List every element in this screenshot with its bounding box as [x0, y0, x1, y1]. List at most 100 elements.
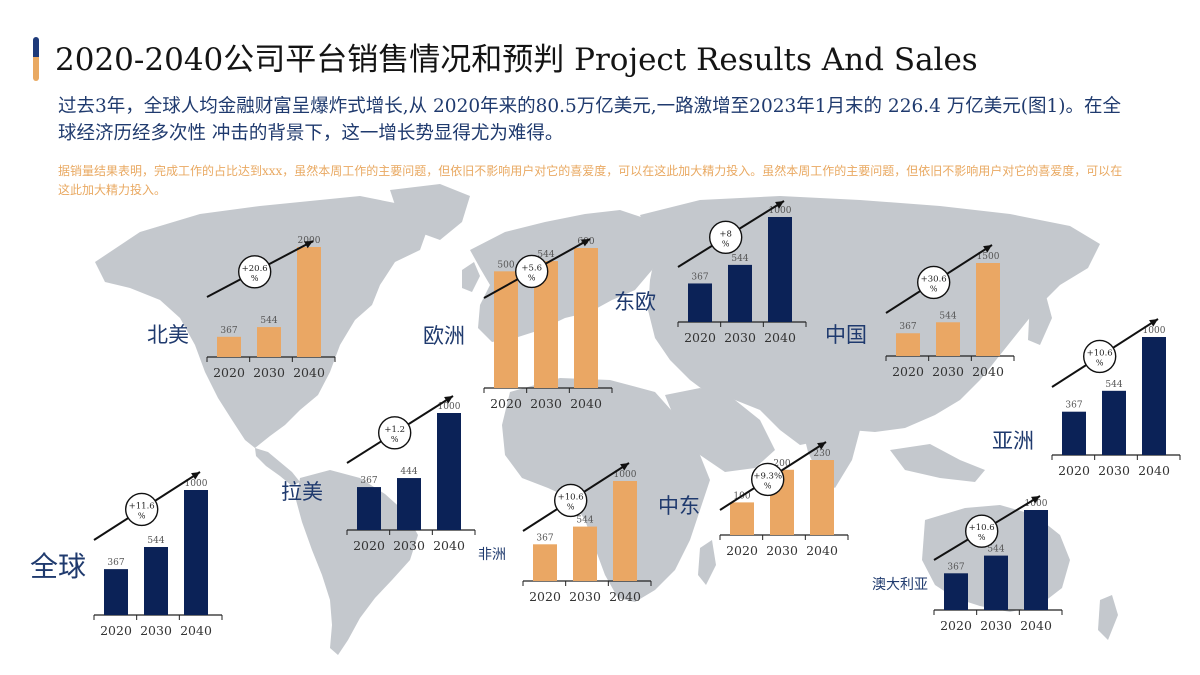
- growth-arrow-head: [191, 472, 200, 480]
- region-label-china: 中国: [825, 323, 867, 347]
- bar-2030: [1102, 390, 1126, 455]
- map-india: [800, 412, 860, 488]
- data-label: 1000: [1143, 326, 1166, 336]
- data-label: 200: [773, 459, 790, 469]
- bar-2020: [217, 336, 241, 357]
- data-label: 544: [260, 316, 277, 326]
- map-africa: [502, 378, 710, 602]
- growth-value: +10.6: [1087, 348, 1113, 358]
- growth-arrow-head: [817, 442, 826, 450]
- tick-label: 2020: [213, 365, 245, 380]
- data-label: 544: [987, 545, 1004, 555]
- growth-unit: %: [722, 239, 730, 248]
- region-label-latin-america: 拉美: [281, 480, 323, 504]
- data-label: 500: [497, 260, 514, 270]
- tick-label: 2030: [140, 623, 172, 638]
- growth-arrow-head: [620, 463, 629, 471]
- bar-2020: [1062, 411, 1086, 455]
- growth-badge: [709, 220, 743, 254]
- chart-australia: 367 2020 544 2030 1000 2040 +10.6%: [933, 495, 1063, 633]
- growth-value: +11.6: [129, 501, 155, 511]
- data-label: 230: [813, 449, 830, 459]
- growth-arrow-head: [444, 396, 453, 404]
- data-label: 544: [537, 250, 554, 260]
- chart-middle-east: 100202020020302302040+9.3%%: [719, 441, 849, 558]
- map-south-america: [296, 470, 418, 655]
- page-subtitle: 过去3年，全球人均金融财富呈爆炸式增长,从 2020年来的80.5万亿美元,一路…: [58, 96, 1121, 144]
- bar-2020: [494, 271, 518, 388]
- growth-unit: %: [567, 502, 575, 511]
- tick-label: 2040: [1020, 618, 1052, 633]
- tick-label: 2020: [940, 618, 972, 633]
- map-new-zealand: [1098, 595, 1118, 640]
- data-label: 1000: [614, 470, 637, 480]
- growth-badge: [378, 416, 412, 450]
- region-label-europe: 欧洲: [423, 324, 465, 348]
- growth-arrow-head: [1031, 496, 1040, 504]
- tick-label: 2030: [766, 543, 798, 558]
- data-label: 544: [731, 254, 748, 264]
- growth-unit: %: [528, 273, 536, 282]
- tick-label: 2030: [724, 330, 756, 345]
- growth-arrow-head: [775, 201, 784, 209]
- growth-arrow-head: [983, 245, 992, 253]
- tick-label: 2040: [180, 623, 212, 638]
- growth-badge: [917, 265, 951, 300]
- tick-label: 2030: [530, 396, 562, 411]
- bar-2020: [896, 333, 920, 356]
- bar-2040: [1024, 510, 1048, 610]
- growth-arrow-head: [581, 239, 590, 247]
- data-label: 544: [1105, 380, 1122, 390]
- map-greenland: [390, 184, 470, 240]
- growth-value: +10.6: [558, 492, 584, 502]
- tick-label: 2030: [980, 618, 1012, 633]
- tick-label: 2020: [100, 623, 132, 638]
- map-madagascar: [698, 540, 716, 585]
- tick-label: 2040: [764, 330, 796, 345]
- growth-badge: [125, 492, 159, 527]
- bar-2040: [768, 217, 792, 322]
- region-label-middle-east: 中东: [658, 494, 700, 518]
- bar-2020: [730, 502, 754, 535]
- region-label-north-america: 北美: [147, 323, 189, 347]
- tick-label: 2030: [569, 589, 601, 604]
- growth-value: +30.6: [921, 274, 947, 284]
- data-label: 367: [107, 558, 124, 568]
- bar-2030: [397, 478, 421, 530]
- bar-2040: [976, 263, 1000, 356]
- bar-2040: [297, 247, 321, 357]
- data-label: 1000: [185, 479, 208, 489]
- growth-unit: %: [391, 435, 399, 444]
- chart-north-america: 367 2020 544 2030 2000 2040 +20.6%: [206, 236, 336, 380]
- chart-east-europe: 367 2020 544 2030 1000 2040 +8%: [677, 200, 807, 345]
- tick-label: 2040: [1138, 463, 1170, 478]
- bar-2020: [944, 573, 968, 610]
- bar-2030: [936, 322, 960, 356]
- data-label: 367: [947, 562, 964, 572]
- chart-africa: 367 2020 544 2030 1000 2040 +10.6%: [522, 462, 652, 604]
- data-label: 367: [1065, 401, 1082, 411]
- page-note: 据销量结果表明，完成工作的占比达到xxx，虽然本周工作的主要问题，但依旧不影响用…: [58, 164, 1123, 197]
- data-label: 367: [899, 322, 916, 332]
- tick-label: 2040: [972, 364, 1004, 379]
- page-title: 2020-2040公司平台销售情况和预判 Project Results And…: [55, 42, 978, 78]
- data-label: 544: [576, 516, 593, 526]
- data-label: 1000: [438, 402, 461, 412]
- map-japan: [1028, 292, 1052, 345]
- growth-value: +20.6: [242, 264, 268, 274]
- bar-2040: [1142, 337, 1166, 455]
- tick-label: 2030: [932, 364, 964, 379]
- growth-unit: %: [930, 284, 938, 293]
- data-label: 544: [147, 536, 164, 546]
- tick-label: 2040: [293, 365, 325, 380]
- growth-badge: [751, 462, 785, 497]
- tick-label: 2030: [393, 538, 425, 553]
- title-accent-bottom: [33, 57, 39, 81]
- region-label-africa: 非洲: [478, 547, 506, 563]
- growth-badge: [515, 254, 549, 289]
- growth-value: +5.6: [521, 263, 542, 273]
- bar-2020: [688, 283, 712, 322]
- growth-unit: %: [764, 481, 772, 490]
- bar-2040: [613, 481, 637, 581]
- chart-asia: 367 2020 544 2030 1000 2040 +10.6%: [1051, 318, 1181, 478]
